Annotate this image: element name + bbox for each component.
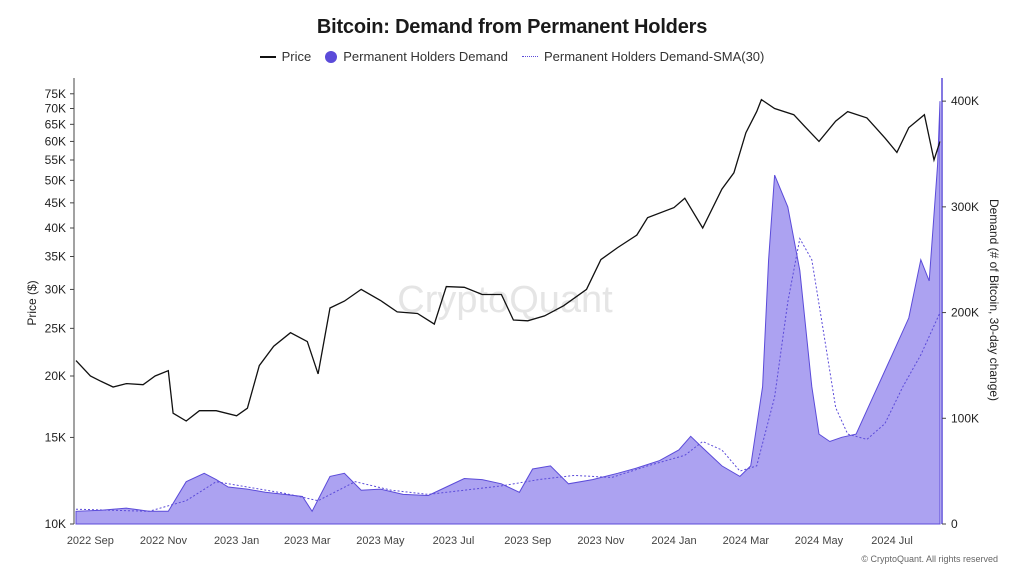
demand-area-layer (75, 101, 941, 525)
right-axis-ticks: 0 100K 200K 300K 400K (942, 94, 979, 531)
x-axis-ticks: 2022 Sep 2022 Nov 2023 Jan 2023 Mar 2023 May… (67, 535, 913, 547)
right-tick-label: 200K (951, 306, 979, 320)
left-tick-label: 75K (45, 87, 66, 101)
chart-title: Bitcoin: Demand from Permanent Holders (316, 16, 708, 38)
legend-label-demand: Permanent Holders Demand (343, 49, 508, 64)
left-tick-label: 50K (45, 173, 66, 187)
chart-legend: Price Permanent Holders Demand Permanent… (0, 49, 1024, 64)
left-tick-label: 25K (45, 321, 66, 335)
x-tick-label: 2024 Jul (871, 535, 913, 547)
legend-item-demand[interactable]: Permanent Holders Demand (325, 49, 508, 64)
sma-line (75, 237, 941, 512)
legend-dot-swatch (325, 50, 338, 63)
y-axis-right-label: Demand (# of Bitcoin, 30-day change) (987, 199, 1001, 401)
left-tick-label: 40K (45, 221, 66, 235)
left-tick-label: 65K (45, 117, 66, 131)
left-tick-label: 15K (45, 430, 66, 444)
copyright-notice: © CryptoQuant. All rights reserved (861, 554, 998, 564)
legend-line-swatch (259, 55, 276, 58)
legend-label-price: Price (281, 49, 312, 64)
x-tick-label: 2022 Sep (67, 535, 114, 547)
left-tick-label: 20K (45, 369, 66, 383)
left-tick-label: 10K (45, 517, 66, 531)
legend-dash-swatch (522, 56, 538, 57)
x-tick-label: 2023 Nov (577, 535, 625, 547)
right-tick-label: 0 (951, 517, 958, 531)
sma-line-layer (75, 237, 941, 512)
demand-area (75, 101, 941, 525)
x-tick-label: 2023 Jan (214, 535, 259, 547)
y-axis-left-label: Price ($) (25, 280, 39, 325)
price-line-layer (75, 98, 941, 422)
right-tick-label: 400K (951, 94, 979, 108)
x-tick-label: 2023 Mar (284, 535, 331, 547)
left-tick-label: 60K (45, 134, 66, 148)
left-axis-ticks: 10K 15K 20K 25K 30K 35K 40K 45K 50K 55K 60K 65K70K7… (45, 87, 74, 531)
left-tick-label: 35K (45, 250, 66, 264)
x-tick-label: 2024 Mar (723, 535, 770, 547)
legend-label-sma: Permanent Holders Demand-SMA(30) (544, 49, 765, 64)
x-tick-label: 2024 Jan (651, 535, 696, 547)
price-line (75, 98, 941, 422)
left-tick-label: 55K (45, 153, 66, 167)
x-tick-label: 2022 Nov (140, 535, 188, 547)
right-tick-label: 100K (951, 411, 979, 425)
x-tick-label: 2024 May (795, 535, 844, 547)
right-tick-label: 300K (951, 200, 979, 214)
x-tick-label: 2023 Jul (433, 535, 475, 547)
legend-item-sma[interactable]: Permanent Holders Demand-SMA(30) (522, 49, 764, 64)
left-tick-label: 45K (45, 196, 66, 210)
watermark-text: CryptoQuant (397, 279, 613, 321)
legend-item-price[interactable]: Price (259, 49, 312, 64)
x-tick-label: 2023 Sep (504, 535, 551, 547)
left-tick-label: 30K (45, 282, 66, 296)
left-tick-label: 70K (45, 102, 66, 116)
x-tick-label: 2023 May (356, 535, 405, 547)
